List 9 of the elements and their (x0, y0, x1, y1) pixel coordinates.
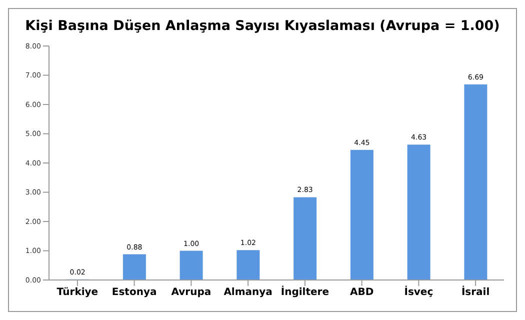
x-tick-label: İsveç (404, 285, 434, 298)
x-tick-label: Almanya (224, 287, 272, 298)
x-tick-label: Estonya (112, 287, 157, 298)
x-tick-label: Avrupa (171, 287, 212, 298)
x-tick-label: Türkiye (56, 287, 98, 298)
x-tick-label: İsrail (461, 285, 490, 298)
chart-title: Kişi Başına Düşen Anlaşma Sayısı Kıyaslaması (Avrupa = 1.00) (24, 18, 501, 36)
x-tick-label: ABD (350, 287, 374, 298)
x-tick-label: İngiltere (280, 285, 330, 298)
